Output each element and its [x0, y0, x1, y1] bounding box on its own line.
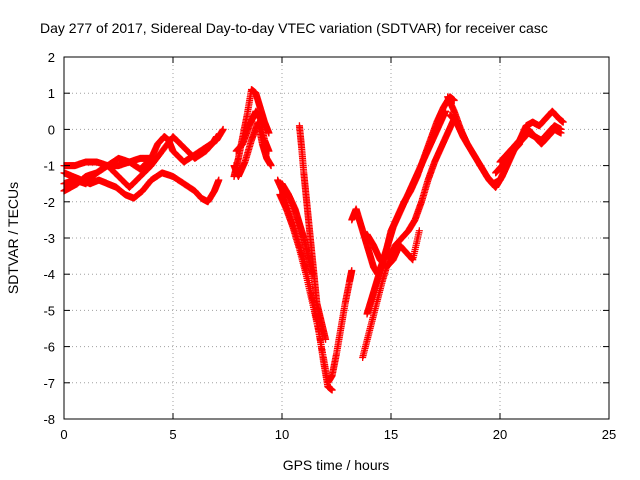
data-point: [322, 335, 330, 343]
data-point: [219, 125, 227, 133]
data-point: [328, 386, 336, 394]
data-points: [60, 86, 567, 394]
y-tick-label: -3: [43, 231, 55, 246]
data-point: [557, 129, 565, 137]
y-tick-label: -7: [43, 376, 55, 391]
y-tick-label: 1: [48, 86, 55, 101]
data-point: [215, 176, 223, 184]
x-tick-label: 10: [275, 427, 289, 442]
series-track-m: [363, 107, 449, 318]
y-tick-label: -8: [43, 412, 55, 427]
y-tick-label: -6: [43, 340, 55, 355]
data-point: [265, 129, 273, 137]
x-tick-label: 25: [602, 427, 616, 442]
series-track-f: [230, 118, 275, 180]
y-tick-label: 0: [48, 122, 55, 137]
series-track-c: [60, 169, 223, 206]
data-point: [348, 267, 356, 275]
series-track-o: [363, 227, 423, 271]
chart-title: Day 277 of 2017, Sidereal Day-to-day VTE…: [40, 20, 548, 36]
x-axis-label: GPS time / hours: [283, 457, 390, 473]
x-tick-label: 15: [384, 427, 398, 442]
data-point: [559, 118, 567, 126]
axis-ticks: 0 5 10 15 20 25 -8 -7 -6 -5 -4 -3 -2 -1 0 1 2: [43, 50, 616, 442]
plot-frame: [63, 56, 610, 420]
x-tick-label: 20: [493, 427, 507, 442]
y-tick-label: -4: [43, 267, 55, 282]
x-tick-label: 0: [60, 427, 67, 442]
data-point: [415, 227, 423, 235]
data-point: [213, 133, 221, 141]
data-point: [267, 162, 275, 170]
y-tick-label: 2: [48, 50, 55, 65]
series-track-g: [232, 107, 273, 155]
y-tick-label: -1: [43, 159, 55, 174]
data-point: [265, 147, 273, 155]
y-tick-label: -2: [43, 195, 55, 210]
series-track-s: [492, 125, 565, 177]
data-point: [442, 107, 449, 115]
series-track-k: [295, 122, 330, 343]
data-point: [147, 154, 155, 162]
y-tick-label: -5: [43, 303, 55, 318]
x-tick-label: 5: [169, 427, 176, 442]
y-axis-label: SDTVAR / TECUs: [5, 182, 21, 294]
